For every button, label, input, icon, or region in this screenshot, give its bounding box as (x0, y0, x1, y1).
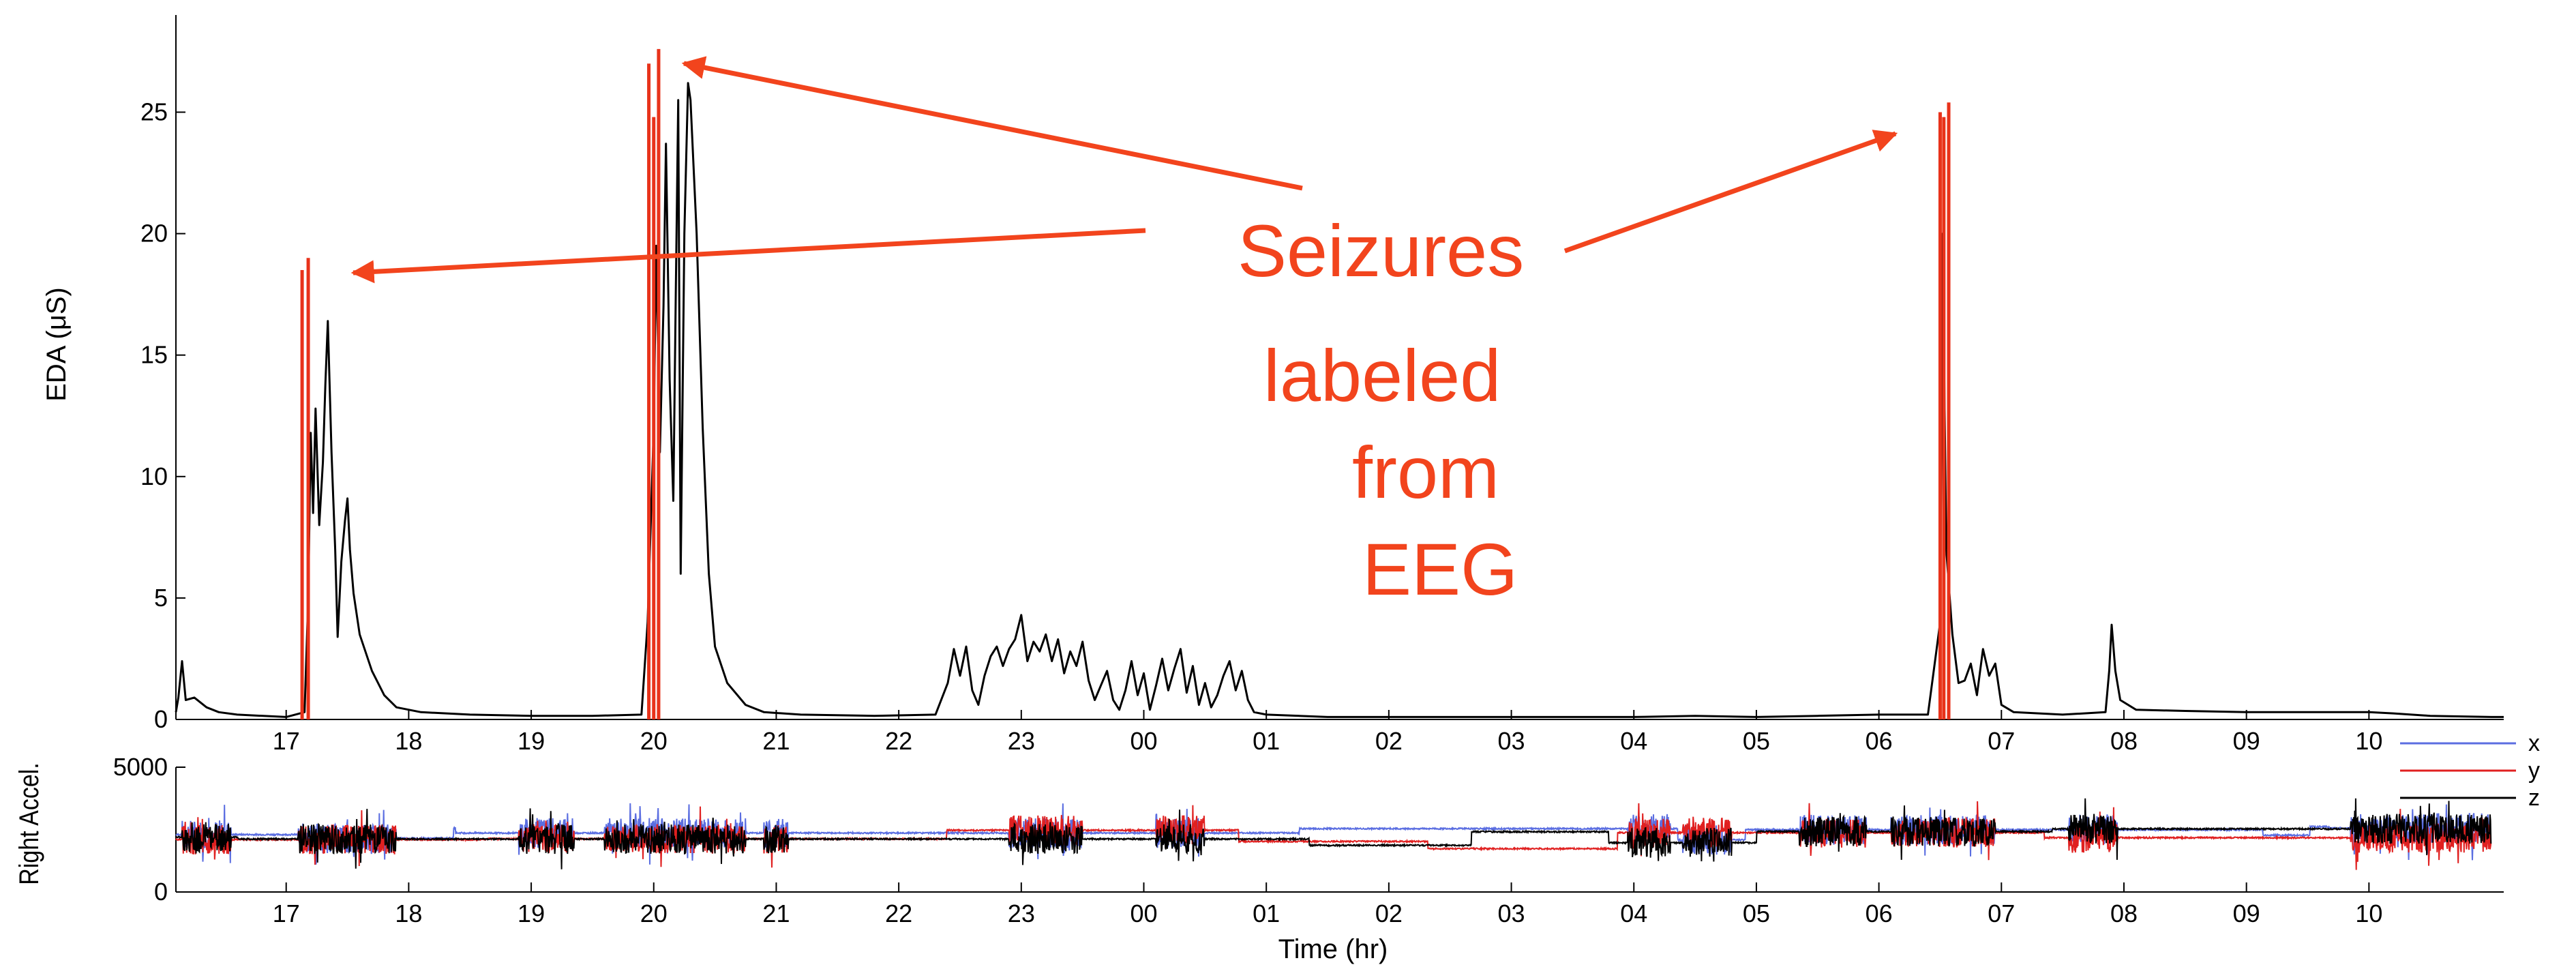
accel-x-tick-label: 21 (762, 899, 790, 927)
seizure-markers (300, 48, 1951, 719)
accel-x-tick-label: 02 (1375, 899, 1403, 927)
annotation-line-seizures: Seizures (1238, 209, 1524, 292)
accel-x-tick-label: 20 (640, 899, 668, 927)
accel-x-tick-label: 05 (1743, 899, 1770, 927)
annotation-arrow-1 (350, 228, 1146, 284)
accel-traces-group (175, 798, 2492, 870)
accel-trace-x (175, 803, 2491, 865)
accel-x-tick-label: 10 (2355, 899, 2382, 927)
accel-xlabel: Time (hr) (1278, 934, 1388, 964)
annotation-line-eeg: EEG (1362, 528, 1518, 610)
accel-x-tick-label: 22 (885, 899, 912, 927)
eda-x-tick-label: 20 (640, 727, 668, 755)
eda-x-tick-label: 18 (395, 727, 422, 755)
accel-x-tick-label: 04 (1620, 899, 1647, 927)
eda-x-tick-label: 17 (273, 727, 300, 755)
eda-y-tick-label: 5 (154, 584, 168, 612)
eda-x-tick-label: 05 (1743, 727, 1770, 755)
accel-x-tick-label: 17 (273, 899, 300, 927)
annotation-arrow-2 (681, 56, 1303, 191)
accel-trace-z (175, 798, 2492, 869)
eda-x-tick-label: 21 (762, 727, 790, 755)
accel-x-tick-label: 08 (2110, 899, 2138, 927)
eda-chart: 17 18 19 20 21 22 23 00 01 02 03 04 05 06 07 08 09 100510… (42, 15, 2504, 755)
annotation-line-labeled: labeled (1263, 334, 1501, 417)
accel-chart: 17 18 19 20 21 22 23 00 01 02 03 04 05 06 07 08 09 100500… (13, 730, 2540, 964)
accel-x-tick-label: 00 (1130, 899, 1157, 927)
eda-x-tick-label: 01 (1253, 727, 1280, 755)
accel-x-tick-label: 01 (1253, 899, 1280, 927)
eda-x-tick-label: 08 (2110, 727, 2138, 755)
eda-x-tick-label: 23 (1008, 727, 1035, 755)
annotation-line-from: from (1352, 431, 1499, 514)
eda-x-tick-label: 22 (885, 727, 912, 755)
accel-x-tick-label: 03 (1498, 899, 1525, 927)
eda-x-tick-label: 00 (1130, 727, 1157, 755)
eda-y-tick-label: 0 (154, 705, 168, 733)
eda-x-tick-label: 03 (1498, 727, 1525, 755)
eda-x-tick-label: 07 (1988, 727, 2015, 755)
legend-label-y: y (2528, 758, 2540, 784)
eda-y-tick-label: 15 (140, 341, 168, 369)
accel-ylabel: Right Accel. (13, 762, 44, 884)
accel-x-tick-label: 09 (2233, 899, 2260, 927)
accel-y-tick-label: 5000 (113, 753, 168, 781)
accel-legend: xyz (2400, 730, 2540, 811)
eda-y-tick-label: 25 (140, 98, 168, 125)
eda-x-tick-label: 19 (518, 727, 545, 755)
annotation-arrow-3 (1563, 130, 1898, 254)
eda-x-tick-label: 06 (1866, 727, 1893, 755)
eda-y-tick-label: 20 (140, 220, 168, 248)
legend-label-z: z (2528, 785, 2540, 811)
accel-axes: 17 18 19 20 21 22 23 00 01 02 03 04 05 06 07 08 09 10 0 500… (113, 753, 2504, 927)
accel-x-tick-label: 06 (1866, 899, 1893, 927)
eda-x-tick-label: 04 (1620, 727, 1647, 755)
eda-x-tick-label: 02 (1375, 727, 1403, 755)
eda-y-tick-label: 10 (140, 462, 168, 490)
seizure-annotation: Seizures labeled from EEG (350, 56, 1898, 610)
eda-ylabel: EDA (μS) (42, 287, 72, 402)
accel-x-tick-label: 07 (1988, 899, 2015, 927)
eda-axes: 17 18 19 20 21 22 23 00 01 02 03 04 05 06 07 08 09 100510… (140, 15, 2504, 755)
legend-label-x: x (2528, 730, 2540, 756)
accel-x-tick-label: 23 (1008, 899, 1035, 927)
eda-x-tick-label: 10 (2355, 727, 2382, 755)
accel-x-tick-label: 19 (518, 899, 545, 927)
accel-x-tick-label: 18 (395, 899, 422, 927)
accel-y-tick-label: 0 (154, 878, 168, 906)
eda-x-tick-label: 09 (2233, 727, 2260, 755)
